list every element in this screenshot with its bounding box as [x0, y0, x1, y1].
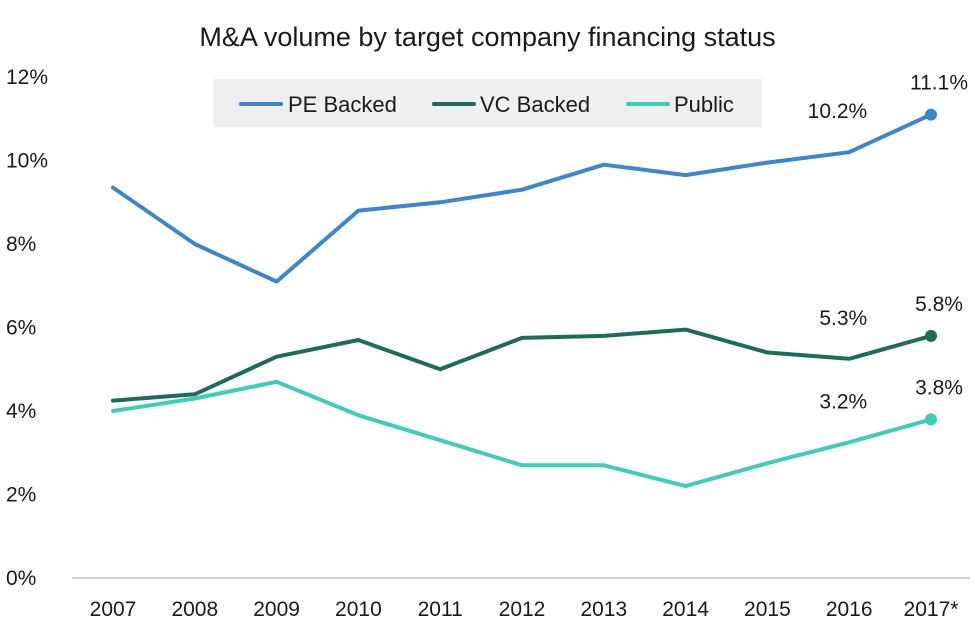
x-tick-label: 2013: [580, 598, 627, 621]
data-label: 11.1%: [910, 72, 968, 95]
series-marker-public: [925, 413, 937, 426]
y-tick-label: 12%: [6, 66, 48, 89]
y-tick-label: 8%: [6, 233, 36, 256]
x-tick-label: 2012: [499, 598, 546, 621]
data-label: 10.2%: [808, 100, 868, 123]
x-tick-label: 2016: [826, 598, 873, 621]
x-tick-label: 2015: [744, 598, 791, 621]
x-tick-label: 2017*: [904, 598, 959, 621]
chart-title: M&A volume by target company financing s…: [199, 22, 776, 52]
series-line-public: [111, 379, 933, 489]
y-tick-label: 10%: [6, 150, 48, 173]
y-tick-label: 4%: [6, 400, 36, 423]
x-tick-label: 2008: [171, 598, 218, 621]
data-label: 5.8%: [915, 293, 963, 316]
series-marker-vc-backed: [925, 329, 937, 342]
x-tick-label: 2007: [90, 598, 137, 621]
x-tick-label: 2011: [418, 598, 463, 621]
y-tick-label: 2%: [6, 484, 36, 507]
y-tick-label: 6%: [6, 317, 36, 340]
legend-label: PE Backed: [288, 92, 397, 117]
y-tick-label: 0%: [6, 567, 36, 590]
x-tick-label: 2014: [662, 598, 709, 621]
series-line-pe-backed: [111, 112, 933, 284]
data-label: 3.2%: [819, 390, 867, 413]
series-marker-pe-backed: [925, 108, 937, 121]
legend-label: Public: [674, 92, 734, 117]
legend-label: VC Backed: [480, 92, 590, 117]
data-label: 5.3%: [819, 307, 867, 330]
x-tick-label: 2009: [253, 598, 300, 621]
series-line-vc-backed: [111, 327, 933, 403]
data-label: 3.8%: [915, 376, 963, 399]
x-tick-label: 2010: [335, 598, 382, 621]
legend-box: [213, 79, 762, 127]
